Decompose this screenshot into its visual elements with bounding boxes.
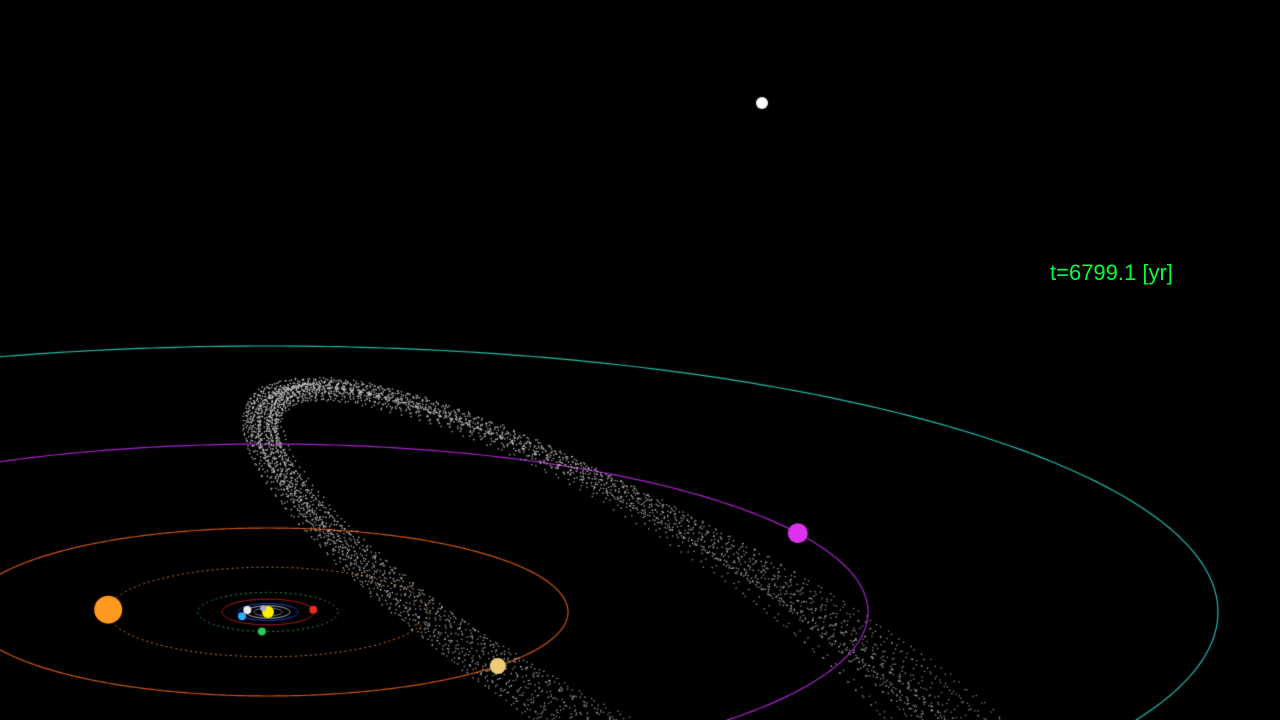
orbit-simulation-canvas: [0, 0, 1280, 720]
time-label: t=6799.1 [yr]: [1050, 260, 1173, 286]
